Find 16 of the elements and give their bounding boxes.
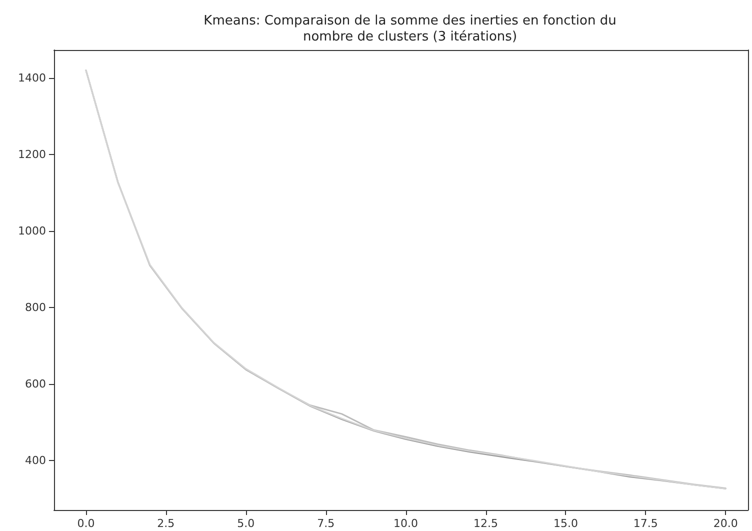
x-tick-label: 2.5	[157, 517, 175, 530]
chart-title: Kmeans: Comparaison de la somme des inerties en fonction du nombre de clusters (3 itérations)	[204, 14, 616, 44]
x-tick-label: 7.5	[317, 517, 335, 530]
x-tick-label: 5.0	[237, 517, 255, 530]
y-tick-label: 1000	[18, 224, 46, 238]
x-tick-label: 17.5	[633, 517, 658, 530]
y-tick-label: 1400	[18, 71, 46, 84]
y-tick-label: 800	[25, 301, 46, 314]
x-tick-label: 12.5	[474, 517, 498, 530]
x-tick-label: 10.0	[394, 517, 418, 530]
y-tick-label: 600	[25, 378, 46, 391]
x-tick-label: 15.0	[553, 517, 578, 530]
y-tick-label: 1200	[18, 148, 46, 161]
x-tick-label: 20.0	[713, 517, 738, 530]
x-tick-label: 0.0	[77, 517, 95, 530]
y-tick-label: 400	[25, 454, 46, 468]
